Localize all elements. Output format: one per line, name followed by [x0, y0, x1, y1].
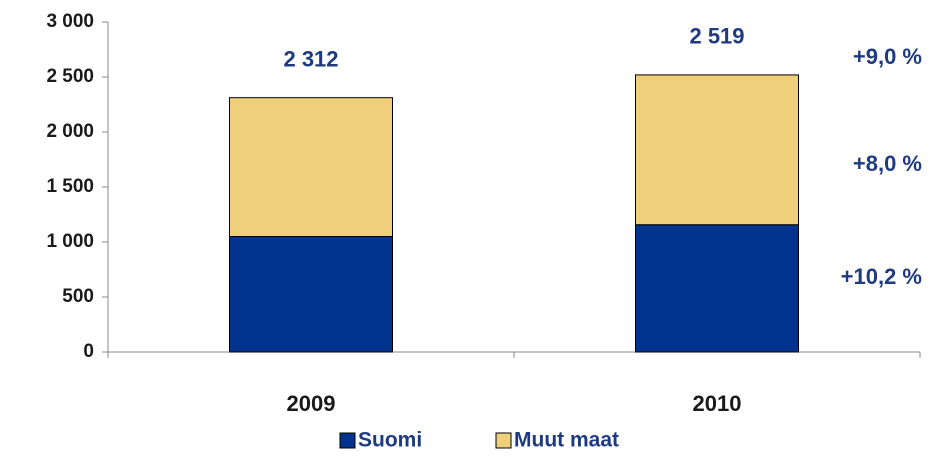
- x-tick-label: 2009: [287, 391, 336, 416]
- growth-label: +8,0 %: [853, 151, 922, 176]
- growth-label: +9,0 %: [853, 44, 922, 69]
- bar-segment: [229, 236, 393, 353]
- y-tick-label: 3 000: [46, 11, 94, 32]
- y-tick-label: 0: [83, 341, 94, 362]
- y-tick-label: 2 000: [46, 121, 94, 142]
- legend-swatch: [339, 432, 356, 449]
- bar-segment: [635, 74, 799, 226]
- growth-label: +10,2 %: [841, 264, 922, 289]
- legend-label: Suomi: [358, 429, 422, 452]
- y-tick-label: 1 000: [46, 231, 94, 252]
- y-tick-label: 500: [62, 286, 94, 307]
- legend-swatch: [495, 432, 512, 449]
- y-tick-label: 2 500: [46, 66, 94, 87]
- legend-label: Muut maat: [514, 429, 619, 452]
- x-tick-label: 2010: [693, 391, 742, 416]
- total-label: 2 312: [283, 46, 338, 71]
- y-tick-label: 1 500: [46, 176, 94, 197]
- total-label: 2 519: [689, 24, 744, 49]
- bar-segment: [635, 224, 799, 353]
- bar-segment: [229, 97, 393, 238]
